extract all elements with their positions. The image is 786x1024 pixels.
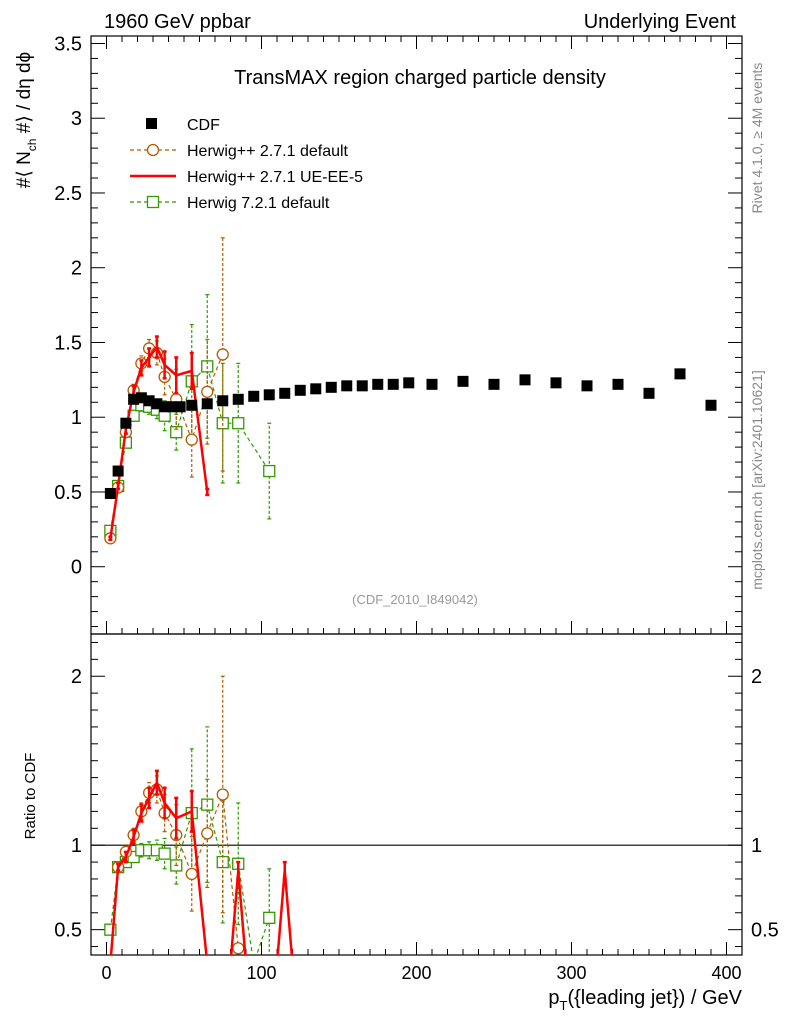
y-axis-label: #⟨ Nch #⟩ / dη dϕ xyxy=(14,52,39,188)
legend-marker-hw271 xyxy=(146,143,160,157)
axis-ticks xyxy=(90,36,743,955)
cdf-data-point xyxy=(581,380,593,392)
y-tick-label: 1.5 xyxy=(54,332,82,354)
x-tick-label: 0 xyxy=(101,963,111,983)
cdf-data-point xyxy=(104,487,116,499)
legend-label-hw721: Herwig 7.2.1 default xyxy=(187,195,330,212)
cdf-data-point xyxy=(387,378,399,390)
cdf-data-point xyxy=(166,401,178,413)
ratio-tick-label: 2 xyxy=(71,666,82,688)
cdf-data-point xyxy=(612,378,624,390)
cdf-data-point xyxy=(519,374,531,386)
legend-marker-hw721 xyxy=(146,195,160,209)
y-tick-label: 2 xyxy=(71,258,82,280)
ratio-tick-label: 0.5 xyxy=(54,920,82,942)
header-right: Underlying Event xyxy=(584,11,737,33)
x-tick-label: 400 xyxy=(711,963,741,983)
x-axis-label-sub: T xyxy=(559,998,567,1013)
cdf-data-point xyxy=(279,387,291,399)
ratio-tick-label: 1 xyxy=(71,835,82,857)
cdf-data-point xyxy=(705,399,717,411)
main-hw721-point xyxy=(263,464,276,478)
y-tick-label: 3.5 xyxy=(54,33,82,55)
y-axis-label-sub: ch xyxy=(25,139,39,152)
cdf-data-point xyxy=(143,395,155,407)
cdf-data-point xyxy=(356,380,368,392)
cdf-data-point xyxy=(232,393,244,405)
y-axis-label-part-2: #⟩ / dη dϕ xyxy=(14,52,35,139)
header-left: 1960 GeV ppbar xyxy=(104,11,251,33)
legend-label-ueee5: Herwig++ 2.7.1 UE-EE-5 xyxy=(187,169,363,186)
legend-label-hw271: Herwig++ 2.7.1 default xyxy=(187,143,349,160)
ratio-hw271-point xyxy=(201,827,214,840)
ratio-tick-label-right: 1 xyxy=(751,835,762,857)
x-axis-label: pT({leading jet}) / GeV xyxy=(548,987,742,1013)
main-hw271-point xyxy=(216,348,229,361)
plot-title: TransMAX region charged particle density xyxy=(234,67,606,89)
ratio-hw271-line xyxy=(117,788,239,949)
y-tick-label: 1 xyxy=(71,407,82,429)
ratio-y-axis-label: Ratio to CDF xyxy=(22,753,39,840)
cdf-data-point xyxy=(159,401,171,413)
ratio-hw721-point xyxy=(263,911,276,924)
cdf-data-point xyxy=(135,392,147,404)
y-axis-label-part-1: #⟨ N xyxy=(14,151,35,188)
ratio-hw271-point xyxy=(185,867,198,881)
ratio-hw271-point xyxy=(216,788,229,801)
cdf-data-point xyxy=(403,377,415,389)
cdf-data-point xyxy=(174,401,186,413)
x-tick-label: 100 xyxy=(246,963,276,983)
ratio-ueee5-line xyxy=(109,779,294,955)
cdf-data-point xyxy=(294,384,306,396)
ratio-hw721-point xyxy=(158,847,171,860)
ratio-plot-marks xyxy=(104,675,294,955)
cdf-data-point xyxy=(128,393,140,405)
y-tick-label: 0.5 xyxy=(54,482,82,504)
cdf-data-point xyxy=(263,389,275,401)
cdf-data-point xyxy=(457,375,469,387)
cdf-data-point xyxy=(201,398,213,410)
ratio-hw271-point xyxy=(232,942,245,955)
main-plot-marks xyxy=(104,237,717,545)
rivet-version-text: Rivet 4.1.0, ≥ 4M events xyxy=(749,63,765,214)
x-tick-label: 200 xyxy=(401,963,431,983)
tick-labels: 0 100 200 300 400 0 0.5 1 1.5 2 2.5 3 3.5 0.5 0.5 1 1 2 2 xyxy=(54,33,779,983)
cdf-data-point xyxy=(550,377,562,389)
legend: CDF Herwig++ 2.7.1 default Herwig++ 2.7.… xyxy=(130,117,363,212)
cdf-data-point xyxy=(186,399,198,411)
cdf-data-point xyxy=(341,380,353,392)
y-tick-label: 3 xyxy=(71,108,82,130)
y-tick-label: 0 xyxy=(71,557,82,579)
cdf-data-point xyxy=(310,383,322,395)
cdf-data-point xyxy=(372,378,384,390)
x-tick-label: 300 xyxy=(556,963,586,983)
cdf-data-point xyxy=(325,381,337,393)
cdf-data-point xyxy=(674,368,686,380)
ratio-plot-frame xyxy=(90,633,743,956)
legend-marker-cdf xyxy=(146,118,157,129)
cdf-data-point xyxy=(643,387,655,399)
cdf-data-point xyxy=(217,395,229,407)
ratio-tick-label-right: 2 xyxy=(751,666,762,688)
cdf-data-point xyxy=(426,378,438,390)
cdf-data-point xyxy=(151,398,163,410)
ratio-tick-label-right: 0.5 xyxy=(751,920,779,942)
cdf-data-point xyxy=(112,465,124,477)
main-hw271-point xyxy=(201,385,214,398)
y-tick-label: 2.5 xyxy=(54,183,82,205)
legend-label-cdf: CDF xyxy=(187,117,220,134)
analysis-watermark: (CDF_2010_I849042) xyxy=(352,592,478,607)
main-hw721-point xyxy=(119,436,133,449)
mcplots-credit-text: mcplots.cern.ch [arXiv:2401.10621] xyxy=(749,370,765,589)
main-hw721-point xyxy=(232,417,245,430)
main-hw271-point xyxy=(185,433,198,446)
x-axis-label-p: p xyxy=(548,987,559,1009)
cdf-data-point xyxy=(248,390,260,402)
ratio-hw721-point xyxy=(104,923,117,936)
x-axis-label-rest: ({leading jet}) / GeV xyxy=(567,987,742,1009)
cdf-data-point xyxy=(120,417,132,429)
cdf-data-point xyxy=(488,378,500,390)
